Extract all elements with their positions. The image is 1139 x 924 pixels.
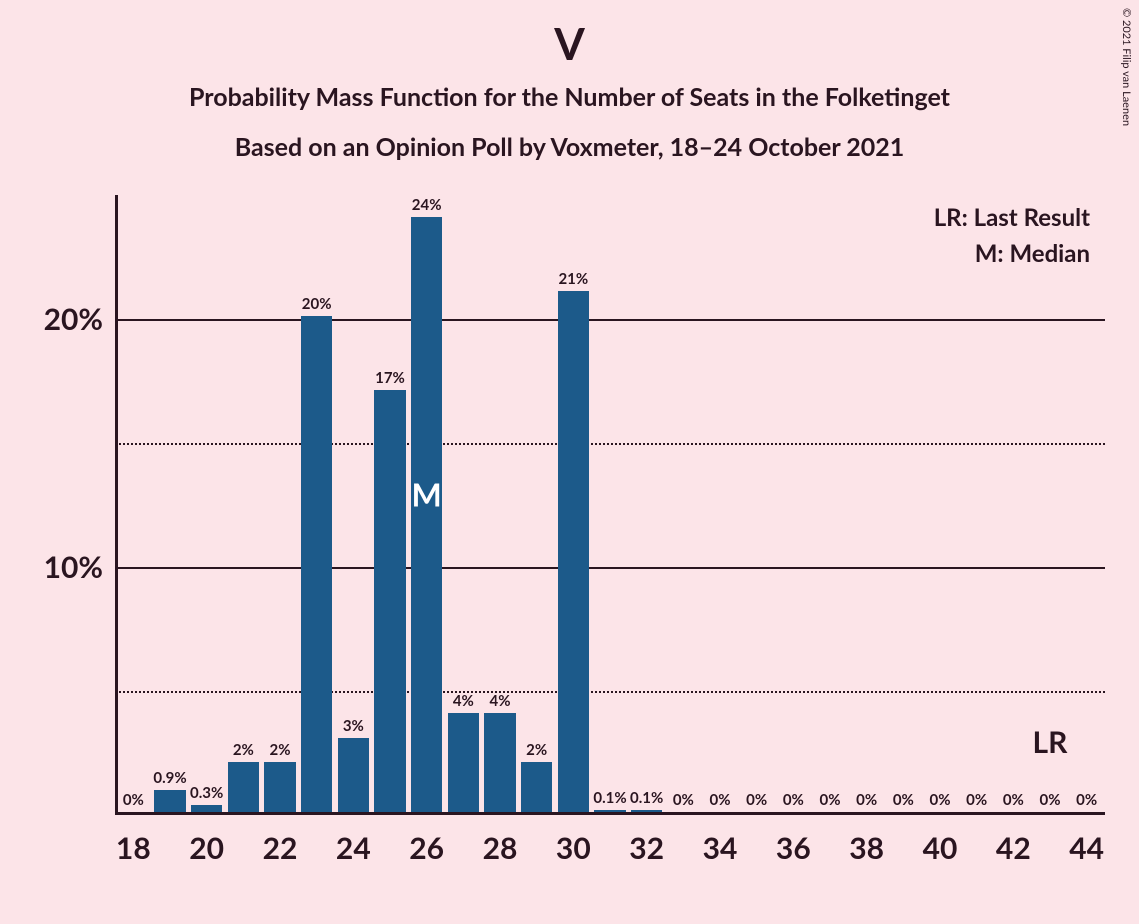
bar — [558, 291, 590, 812]
bar-value-label: 0% — [1040, 791, 1061, 809]
x-tick-label: 38 — [849, 830, 884, 866]
bar-value-label: 0% — [966, 791, 987, 809]
bar-value-label: 0% — [1076, 791, 1097, 809]
bar — [631, 810, 663, 812]
bar — [301, 316, 333, 812]
chart-subtitle-2: Based on an Opinion Poll by Voxmeter, 18… — [0, 132, 1139, 162]
bar-value-label: 0% — [930, 791, 951, 809]
bar — [338, 738, 370, 812]
bar-value-label: 0.9% — [153, 769, 186, 787]
bar-value-label: 17% — [375, 369, 405, 387]
plot-area: 10%20%LR: Last ResultM: Median0%0.9%0.3%… — [115, 195, 1105, 815]
legend-m: M: Median — [975, 239, 1090, 268]
x-tick-label: 30 — [556, 830, 591, 866]
chart-container: V Probability Mass Function for the Numb… — [0, 0, 1139, 924]
chart-subtitle-1: Probability Mass Function for the Number… — [0, 82, 1139, 112]
bar-value-label: 0% — [673, 791, 694, 809]
bar-value-label: 20% — [302, 295, 332, 313]
bar-value-label: 0% — [783, 791, 804, 809]
bar-value-label: 0.3% — [190, 784, 223, 802]
gridline-minor — [115, 443, 1105, 445]
bar-value-label: 4% — [453, 692, 474, 710]
legend-lr: LR: Last Result — [934, 203, 1090, 232]
bar-value-label: 0% — [123, 791, 144, 809]
gridline-major — [115, 567, 1105, 569]
bar-value-label: 4% — [490, 692, 511, 710]
lr-marker: LR — [1033, 724, 1068, 760]
bar-value-label: 0.1% — [593, 789, 626, 807]
y-axis — [115, 195, 118, 815]
bar — [228, 762, 260, 812]
bar-value-label: 21% — [558, 270, 588, 288]
bar-value-label: 0% — [710, 791, 731, 809]
gridline-minor — [115, 691, 1105, 693]
x-tick-label: 28 — [483, 830, 518, 866]
x-axis — [115, 812, 1105, 815]
bar-value-label: 0% — [856, 791, 877, 809]
x-tick-label: 22 — [263, 830, 298, 866]
x-tick-label: 26 — [409, 830, 444, 866]
gridline-major — [115, 319, 1105, 321]
x-tick-label: 40 — [923, 830, 958, 866]
y-tick-label: 10% — [44, 549, 103, 585]
x-tick-label: 32 — [629, 830, 664, 866]
bar-value-label: 0% — [746, 791, 767, 809]
y-tick-label: 20% — [44, 301, 103, 337]
x-tick-label: 36 — [776, 830, 811, 866]
bar-value-label: 2% — [526, 741, 547, 759]
x-tick-label: 24 — [336, 830, 371, 866]
bar — [154, 790, 186, 812]
median-marker: M — [412, 474, 442, 513]
bar-value-label: 24% — [412, 196, 442, 214]
bar-value-label: 2% — [270, 741, 291, 759]
bar-value-label: 3% — [343, 717, 364, 735]
bar — [264, 762, 296, 812]
bar — [521, 762, 553, 812]
x-tick-label: 44 — [1069, 830, 1104, 866]
x-tick-label: 20 — [189, 830, 224, 866]
bar-value-label: 0% — [820, 791, 841, 809]
x-tick-label: 42 — [996, 830, 1031, 866]
bar-value-label: 0.1% — [630, 789, 663, 807]
bar — [594, 810, 626, 812]
bar-value-label: 0% — [893, 791, 914, 809]
bar — [191, 805, 223, 812]
bar — [448, 713, 480, 812]
bar-value-label: 2% — [233, 741, 254, 759]
bar — [411, 217, 443, 812]
x-tick-label: 18 — [116, 830, 151, 866]
bar — [484, 713, 516, 812]
bar — [374, 390, 406, 812]
chart-title: V — [0, 18, 1139, 70]
copyright-text: © 2021 Filip van Laenen — [1120, 8, 1133, 126]
bar-value-label: 0% — [1003, 791, 1024, 809]
x-tick-label: 34 — [703, 830, 738, 866]
